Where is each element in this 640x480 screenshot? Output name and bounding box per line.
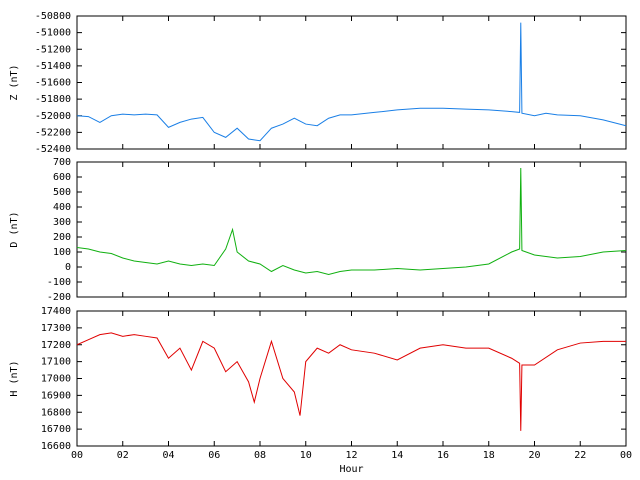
y-tick-label: 700 [53, 157, 71, 168]
plot-frame [76, 310, 627, 447]
y-tick-label: -51200 [35, 44, 71, 55]
x-tick-label: 12 [345, 450, 357, 461]
x-tick-label: 22 [574, 450, 586, 461]
x-tick-label: 02 [117, 450, 129, 461]
y-tick-label: 0 [65, 262, 71, 273]
data-line [76, 332, 626, 431]
y-axis-label: H (nT) [9, 360, 20, 396]
y-axis-label: D (nT) [9, 211, 20, 247]
y-tick-label: 200 [53, 232, 71, 243]
x-tick-label: 10 [300, 450, 312, 461]
y-tick-label: 400 [53, 202, 71, 213]
y-tick-label: -51800 [35, 94, 71, 105]
y-tick-label: -51400 [35, 61, 71, 72]
x-tick-label: 04 [162, 450, 174, 461]
y-tick-label: 100 [53, 247, 71, 258]
y-tick-label: -50800 [35, 11, 71, 22]
x-tick-label: 14 [391, 450, 403, 461]
x-tick-label: 20 [528, 450, 540, 461]
x-tick-label: 18 [483, 450, 495, 461]
y-tick-label: 17000 [41, 374, 71, 385]
x-axis-label: Hour [339, 464, 363, 475]
x-tick-label: 00 [620, 450, 632, 461]
y-tick-label: 600 [53, 172, 71, 183]
y-tick-label: -51600 [35, 78, 71, 89]
y-tick-label: 17200 [41, 340, 71, 351]
y-tick-label: 17300 [41, 323, 71, 334]
y-tick-label: 17100 [41, 357, 71, 368]
plot-frame [76, 161, 627, 298]
y-tick-label: 17400 [41, 306, 71, 317]
y-tick-label: 16600 [41, 441, 71, 452]
y-tick-label: -100 [47, 277, 71, 288]
x-tick-label: 16 [437, 450, 449, 461]
data-line [76, 22, 627, 142]
x-tick-label: 00 [71, 450, 83, 461]
y-tick-label: 500 [53, 187, 71, 198]
y-tick-label: 300 [53, 217, 71, 228]
y-tick-label: -200 [47, 292, 71, 303]
x-tick-label: 06 [208, 450, 220, 461]
y-tick-label: 16800 [41, 407, 71, 418]
y-tick-label: -52000 [35, 111, 71, 122]
y-axis-label: Z (nT) [9, 64, 20, 100]
y-tick-label: -52200 [35, 127, 71, 138]
plot-frame [76, 15, 627, 150]
y-tick-label: 16900 [41, 390, 71, 401]
y-tick-label: 16700 [41, 424, 71, 435]
data-line [76, 167, 627, 276]
y-tick-label: -51000 [35, 28, 71, 39]
x-tick-label: 08 [254, 450, 266, 461]
y-tick-label: -52400 [35, 144, 71, 155]
